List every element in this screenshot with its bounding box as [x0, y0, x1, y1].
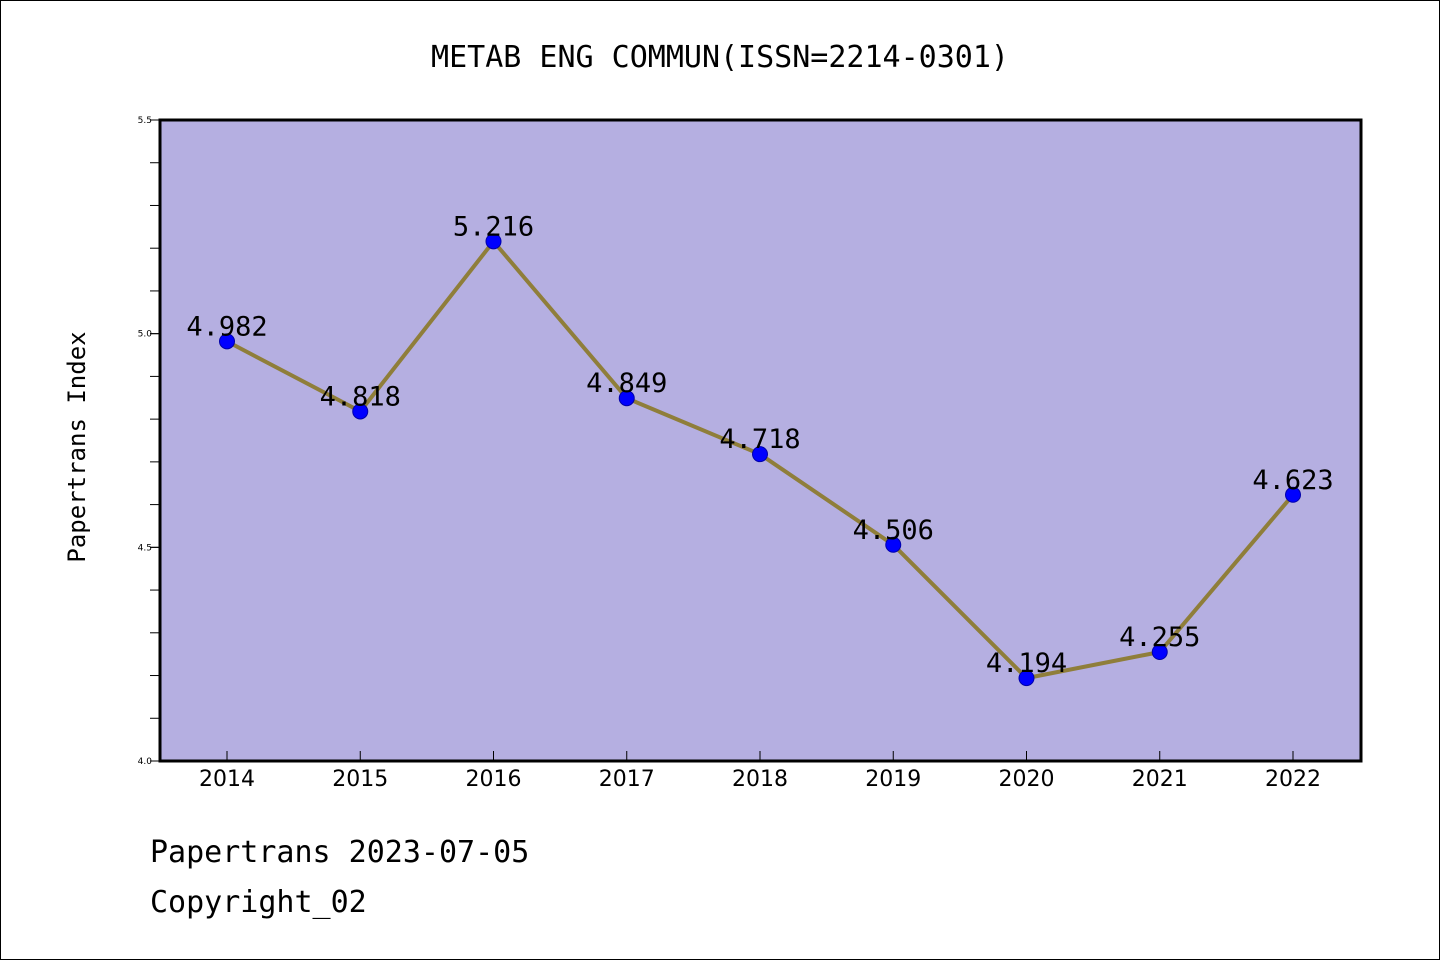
y-tick-label: 4.0 — [138, 757, 153, 767]
footer-source: Papertrans 2023-07-05 — [150, 835, 530, 870]
axis-ticks: 4.0 4.5 5.0 5.5 2014 2015 2016 2017 2018 2019 2020… — [138, 116, 1321, 792]
data-point-marker — [752, 446, 768, 463]
x-tick-label: 2017 — [599, 767, 655, 792]
x-tick-label: 2022 — [1265, 767, 1321, 792]
data-markers — [219, 233, 1301, 687]
data-label: 4.255 — [1119, 622, 1200, 653]
y-tick-label: 4.5 — [138, 543, 152, 553]
data-point-marker — [1285, 486, 1301, 503]
x-tick-label: 2015 — [332, 767, 388, 792]
data-label: 5.216 — [453, 211, 534, 242]
y-tick-label: 5.5 — [138, 116, 152, 126]
data-labels: 4.982 4.818 5.216 4.849 4.718 4.506 4.194 4.255… — [186, 211, 1333, 679]
x-tick-label: 2014 — [199, 767, 255, 792]
x-tick-label: 2019 — [865, 767, 921, 792]
data-label: 4.982 — [186, 311, 267, 342]
plot-border — [158, 118, 1363, 763]
data-label: 4.849 — [586, 368, 667, 399]
data-point-marker — [485, 233, 502, 250]
data-label: 4.623 — [1252, 465, 1333, 496]
y-axis-label: Papertrans Index — [63, 331, 91, 562]
x-tick-label: 2016 — [466, 767, 522, 792]
x-tick-label: 2018 — [732, 767, 788, 792]
data-point-marker — [352, 403, 369, 420]
data-label: 4.506 — [853, 515, 934, 546]
data-point-marker — [1151, 644, 1168, 661]
data-label: 4.194 — [986, 648, 1067, 679]
chart-title: METAB ENG COMMUN(ISSN=2214-0301) — [431, 40, 1009, 75]
data-point-marker — [1018, 670, 1035, 687]
x-tick-label: 2021 — [1132, 767, 1188, 792]
footer-copyright: Copyright_02 — [150, 885, 367, 920]
x-tick-label: 2020 — [999, 767, 1055, 792]
data-label: 4.718 — [719, 424, 800, 455]
data-point-marker — [885, 536, 902, 553]
data-point-marker — [219, 333, 235, 350]
data-point-marker — [618, 390, 635, 407]
data-label: 4.818 — [320, 381, 401, 412]
y-tick-label: 5.0 — [138, 330, 153, 340]
